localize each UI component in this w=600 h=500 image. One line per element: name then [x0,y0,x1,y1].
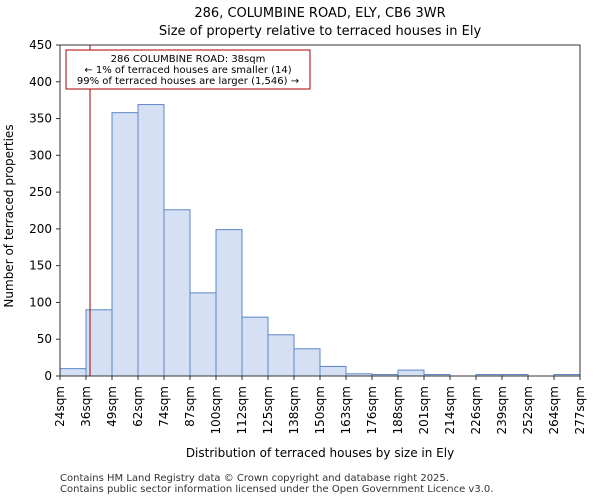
annotation-line-2: ← 1% of terraced houses are smaller (14) [84,65,291,76]
footer-line-1: Contains HM Land Registry data © Crown c… [60,473,449,484]
y-tick-label: 0 [44,369,52,383]
annotation-line-1: 286 COLUMBINE ROAD: 38sqm [111,54,266,65]
bar-138sqm [293,348,321,377]
bar-125sqm [267,334,295,377]
footer-line-2: Contains public sector information licen… [60,484,494,495]
chart-title: 286, COLUMBINE ROAD, ELY, CB6 3WR [194,6,445,21]
x-tick-label: 125sqm [261,386,275,434]
y-tick-label: 450 [29,38,52,52]
x-tick-label: 74sqm [157,386,171,427]
bar-150sqm [319,365,347,377]
y-axis-title: Number of terraced properties [2,124,16,307]
y-tick-label: 300 [29,148,52,162]
y-tick-label: 50 [37,332,52,346]
x-tick-label: 49sqm [105,386,119,427]
x-axis-title: Distribution of terraced houses by size … [186,446,454,460]
annotation-box [65,49,311,90]
bar-49sqm [111,112,139,377]
bar-62sqm [137,104,165,377]
y-tick-label: 150 [29,259,52,273]
x-tick-label: 226sqm [469,386,483,434]
x-tick-label: 188sqm [391,386,405,434]
x-tick-label: 100sqm [209,386,223,434]
y-tick-label: 400 [29,75,52,89]
x-tick-label: 264sqm [547,386,561,434]
x-tick-label: 163sqm [339,386,353,434]
chart-subtitle: Size of property relative to terraced ho… [159,24,482,39]
bar-74sqm [163,209,191,377]
y-tick-label: 200 [29,222,52,236]
x-tick-label: 24sqm [53,386,67,427]
x-tick-label: 36sqm [79,386,93,427]
bar-100sqm [215,229,243,377]
x-tick-label: 252sqm [521,386,535,434]
x-tick-label: 277sqm [573,386,587,434]
annotation-line-3: 99% of terraced houses are larger (1,546… [77,76,299,87]
y-tick-label: 250 [29,185,52,199]
x-tick-label: 201sqm [417,386,431,434]
bar-24sqm [59,368,87,377]
x-tick-label: 239sqm [495,386,509,434]
y-tick-label: 350 [29,112,52,126]
bar-188sqm [397,369,425,377]
bar-112sqm [241,316,269,377]
x-tick-label: 112sqm [235,386,249,434]
x-tick-label: 87sqm [183,386,197,427]
x-tick-label: 150sqm [313,386,327,434]
x-tick-label: 138sqm [287,386,301,434]
x-tick-label: 176sqm [365,386,379,434]
x-tick-label: 62sqm [131,386,145,427]
bar-87sqm [189,292,217,377]
x-tick-label: 214sqm [443,386,457,434]
y-tick-label: 100 [29,295,52,309]
